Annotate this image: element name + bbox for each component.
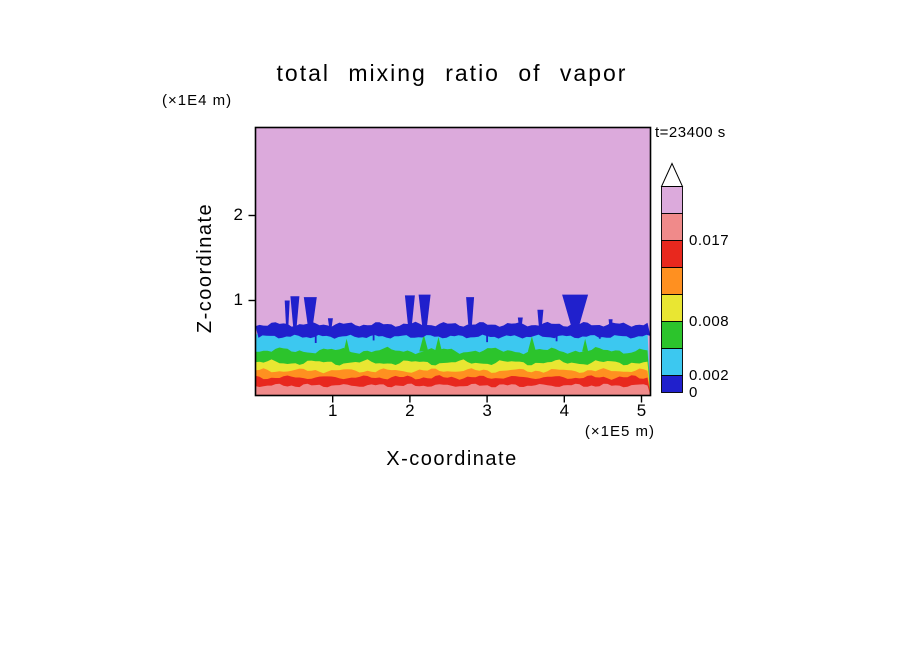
time-stamp-label: t=23400 s: [655, 124, 726, 141]
contour-spike: [343, 338, 350, 352]
y-tick-label: 2: [233, 204, 243, 224]
colorbar-segment: [661, 294, 683, 322]
x-axis-title: X-coordinate: [386, 448, 518, 470]
colorbar-segment: [661, 321, 683, 349]
x-axis-unit-label: (×1E5 m): [584, 423, 655, 440]
colorbar-label: 0.002: [689, 366, 730, 384]
plume-drip: [555, 332, 558, 342]
plot-frame: [254, 126, 652, 397]
contour-band: [255, 383, 651, 396]
y-tick-label: 1: [233, 289, 243, 309]
x-tick-label: 1: [327, 401, 338, 420]
colorbar-segment: [661, 267, 683, 295]
colorbar-over-range-arrow-icon: [660, 162, 684, 187]
plume: [608, 319, 613, 330]
x-tick-label: 2: [405, 401, 415, 420]
plume: [284, 300, 290, 330]
x-tick-label: 5: [636, 401, 647, 420]
contour-spike: [582, 338, 589, 352]
x-tick-label: 4: [559, 401, 570, 420]
contour-spike: [434, 337, 442, 352]
colorbar-label: 0.008: [689, 312, 730, 330]
colorbar-segment: [661, 375, 683, 393]
plume: [466, 297, 475, 330]
plume-drip: [314, 332, 317, 343]
colorbar-segment: [661, 348, 683, 376]
colorbar-label: 0.017: [689, 231, 730, 249]
plume: [303, 297, 317, 330]
plume-drip: [372, 332, 375, 341]
plume: [290, 296, 300, 330]
colorbar-segment: [661, 213, 683, 241]
x-tick-label: 3: [482, 401, 492, 420]
contour-field: [255, 127, 651, 396]
colorbar-segment: [661, 240, 683, 268]
plume-drip: [486, 332, 488, 343]
inversion-band: [255, 321, 651, 339]
contour-spike: [527, 336, 536, 352]
plume: [404, 295, 415, 330]
colorbar-segment: [661, 186, 683, 214]
plume: [562, 294, 589, 330]
plume-drip: [598, 332, 601, 339]
colorbar-label: 0: [689, 383, 698, 401]
y-axis-title: Z-coordinate: [194, 202, 216, 334]
contour-spike: [419, 334, 429, 352]
plume: [517, 317, 523, 330]
plume: [537, 309, 544, 330]
y-axis-unit-label: (×1E4 m): [162, 92, 233, 109]
plume: [327, 318, 333, 330]
chart-title: total mixing ratio of vapor: [276, 60, 628, 86]
